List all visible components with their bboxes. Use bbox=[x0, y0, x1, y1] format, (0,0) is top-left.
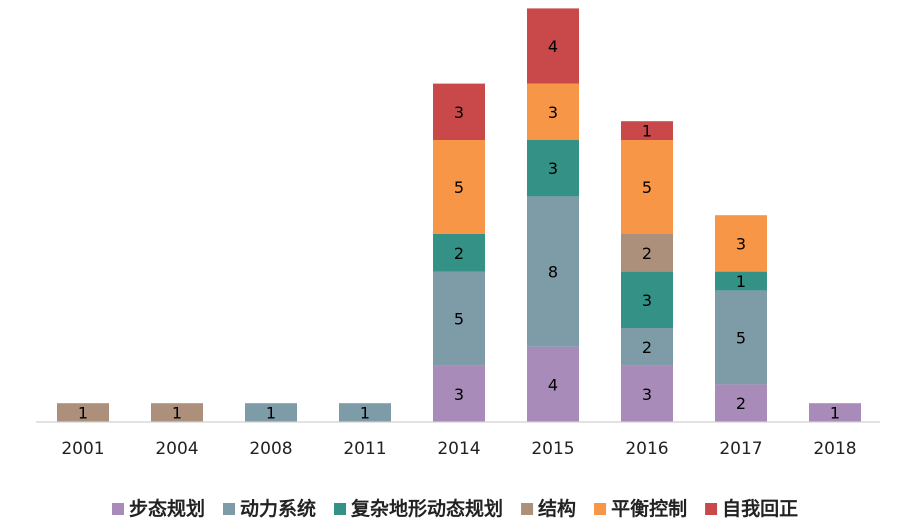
x-tick-label: 2004 bbox=[155, 439, 198, 459]
legend-label: 复杂地形动态规划 bbox=[350, 497, 503, 520]
bar-segment bbox=[433, 140, 485, 234]
bar-segment bbox=[339, 403, 391, 422]
data-label: 1 bbox=[78, 404, 88, 423]
bar-segment bbox=[621, 328, 673, 366]
data-label: 5 bbox=[642, 178, 652, 197]
bar-segment bbox=[715, 384, 767, 422]
data-label: 4 bbox=[548, 375, 558, 394]
legend-swatch bbox=[334, 503, 347, 515]
data-label: 3 bbox=[548, 103, 558, 122]
data-label: 5 bbox=[454, 178, 464, 197]
bar-segment bbox=[527, 8, 579, 84]
bar-segment bbox=[433, 271, 485, 366]
data-label: 3 bbox=[642, 385, 652, 404]
x-tick-label: 2014 bbox=[437, 439, 480, 459]
data-label: 1 bbox=[360, 404, 370, 423]
x-tick-labels: 2001 2004 2008 2011 2014 2015 2016 2017 2018 bbox=[61, 439, 856, 459]
bar-segment bbox=[621, 234, 673, 272]
bar-segment bbox=[715, 215, 767, 272]
bar-segment bbox=[621, 140, 673, 234]
legend-swatch bbox=[705, 503, 718, 515]
legend-label: 平衡控制 bbox=[611, 497, 687, 520]
bar-segment bbox=[433, 234, 485, 272]
bar-segment bbox=[809, 403, 861, 422]
data-label: 3 bbox=[454, 385, 464, 404]
data-label: 3 bbox=[736, 234, 746, 253]
legend-swatch bbox=[594, 503, 607, 515]
bar-segment bbox=[527, 196, 579, 347]
x-tick-label: 2001 bbox=[61, 439, 104, 459]
legend-swatch bbox=[521, 503, 534, 515]
bar-segment bbox=[715, 290, 767, 385]
data-label: 1 bbox=[266, 404, 276, 423]
data-label: 1 bbox=[830, 404, 840, 423]
bar-segment bbox=[621, 271, 673, 328]
data-label: 5 bbox=[736, 328, 746, 347]
data-label: 2 bbox=[454, 244, 464, 263]
legend-label: 结构 bbox=[538, 497, 576, 520]
data-label: 8 bbox=[548, 263, 558, 282]
data-label: 3 bbox=[454, 103, 464, 122]
data-label: 1 bbox=[172, 404, 182, 423]
data-label: 1 bbox=[642, 122, 652, 141]
bar-segment bbox=[527, 83, 579, 140]
bars-layer: 1 1 1 1 3 5 2 5 3 4 8 3 3 4 3 2 3 2 5 1 2 5 1 3 1 bbox=[57, 8, 861, 423]
data-label: 2 bbox=[736, 394, 746, 413]
bar-segment bbox=[715, 271, 767, 291]
x-tick-label: 2015 bbox=[531, 439, 574, 459]
x-tick-label: 2017 bbox=[719, 439, 762, 459]
data-label: 2 bbox=[642, 244, 652, 263]
bar-segment bbox=[151, 403, 203, 422]
legend-label: 自我回正 bbox=[722, 497, 798, 520]
x-tick-label: 2011 bbox=[343, 439, 386, 459]
data-label: 4 bbox=[548, 37, 558, 56]
bar-segment bbox=[57, 403, 109, 422]
legend: 步态规划 动力系统 复杂地形动态规划 结构 平衡控制 自我回正 bbox=[112, 497, 798, 520]
data-label: 1 bbox=[736, 272, 746, 291]
bar-segment bbox=[527, 346, 579, 422]
bar-segment bbox=[245, 403, 297, 422]
legend-swatch bbox=[112, 503, 124, 515]
x-tick-label: 2018 bbox=[813, 439, 856, 459]
bar-segment bbox=[621, 365, 673, 422]
bar-segment bbox=[433, 365, 485, 422]
x-tick-label: 2008 bbox=[249, 439, 292, 459]
data-label: 2 bbox=[642, 338, 652, 357]
x-tick-label: 2016 bbox=[625, 439, 668, 459]
legend-label: 步态规划 bbox=[129, 497, 205, 520]
data-label: 5 bbox=[454, 310, 464, 329]
legend-label: 动力系统 bbox=[240, 497, 316, 520]
bar-segment bbox=[621, 121, 673, 140]
data-label: 3 bbox=[548, 159, 558, 178]
data-label: 3 bbox=[642, 291, 652, 310]
bar-segment bbox=[527, 140, 579, 197]
bar-segment bbox=[433, 83, 485, 140]
legend-swatch bbox=[223, 503, 236, 515]
